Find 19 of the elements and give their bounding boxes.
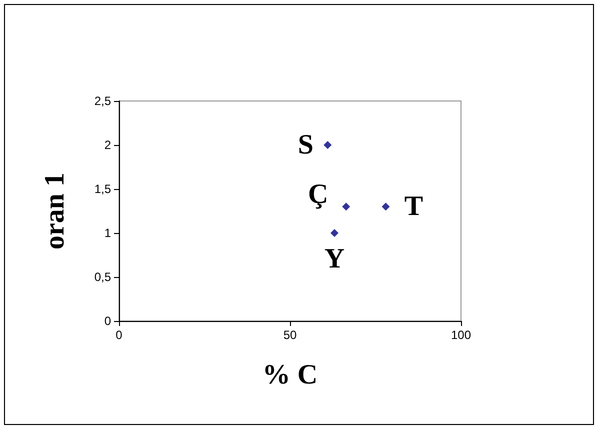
- point: [342, 202, 350, 211]
- annotation: S: [298, 130, 314, 160]
- x-tick-label: 50: [283, 328, 297, 342]
- point: [324, 141, 332, 149]
- y-tick-label: 0,5: [94, 270, 112, 284]
- point: [382, 202, 390, 211]
- annotation: Y: [324, 244, 345, 274]
- annotation: Ç: [308, 179, 328, 210]
- y-tick-label: 2: [104, 138, 112, 152]
- annotation: T: [404, 191, 424, 222]
- x-tick-label: 100: [450, 328, 472, 342]
- y-tick-label: 1,5: [94, 182, 112, 196]
- y-axis-title: oran 1: [40, 172, 70, 250]
- y-tick-label: 1: [104, 226, 112, 240]
- x-tick-label: 0: [116, 328, 123, 342]
- y-tick-label: 0: [104, 314, 112, 328]
- x-axis-title: % C: [262, 360, 318, 390]
- point: [330, 229, 338, 237]
- y-tick-label: 2,5: [94, 94, 112, 108]
